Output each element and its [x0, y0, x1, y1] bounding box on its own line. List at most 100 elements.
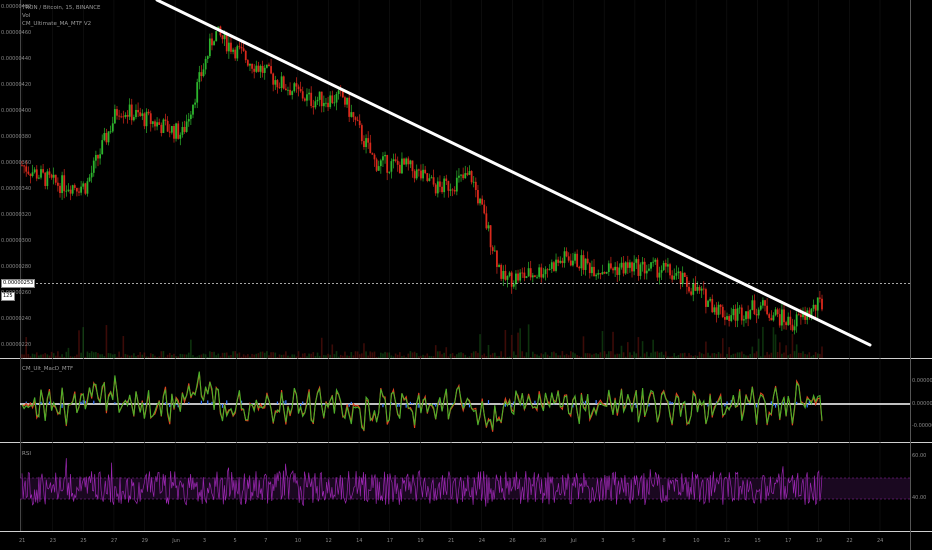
candle-body [755, 314, 758, 316]
candle-body [316, 99, 319, 102]
volume-bar [559, 355, 562, 358]
volume-bar [377, 356, 380, 358]
indicator-label: CM_Ultimate_MA_MTF V2 [22, 21, 92, 27]
volume-bar [97, 353, 99, 358]
candle-body [700, 288, 703, 291]
macd-histogram-bar [59, 403, 61, 404]
candle-body [246, 60, 249, 66]
candle-body [705, 289, 707, 307]
volume-bar [40, 354, 42, 358]
volume-bar [475, 351, 477, 358]
volume-bar [327, 353, 329, 358]
candle-body [23, 165, 26, 167]
volume-bar [795, 344, 798, 358]
time-tick-label: Jul [570, 538, 577, 544]
candle-body [50, 174, 53, 178]
volume-bar [411, 352, 414, 358]
macd-histogram-bar [584, 400, 587, 404]
volume-bar [422, 354, 424, 358]
candle-body [221, 35, 224, 40]
volume-bar [601, 331, 604, 358]
volume-bar [162, 351, 165, 358]
candle-body [413, 171, 416, 179]
candle-body [120, 116, 123, 118]
volume-bar [198, 355, 201, 358]
volume-bar [730, 355, 733, 358]
volume-bar [441, 354, 443, 358]
macd-histogram-bar [207, 400, 209, 404]
volume-bar [622, 352, 625, 358]
volume-bar [152, 354, 154, 358]
macd-histogram-bar [409, 401, 411, 404]
candle-body [783, 309, 785, 323]
volume-bar [713, 352, 716, 358]
volume-bar [529, 356, 532, 358]
volume-bar [648, 356, 650, 358]
volume-bar [717, 352, 720, 358]
volume-bar [675, 356, 678, 358]
volume-bar [700, 353, 703, 358]
candle-body [601, 272, 604, 275]
volume-bar [352, 355, 355, 358]
volume-bar [236, 353, 239, 358]
volume-bar [456, 354, 458, 358]
time-tick-label: 22 [846, 538, 853, 544]
volume-bar [778, 342, 781, 358]
volume-bar [375, 356, 378, 358]
candle-body [175, 123, 177, 139]
volume-bar [268, 355, 270, 358]
volume-bar [240, 356, 243, 358]
volume-bar [61, 354, 63, 358]
macd-pane [20, 371, 910, 432]
volume-bar [403, 355, 405, 358]
candle-body [59, 185, 61, 194]
candle-body [728, 316, 731, 321]
candle-body [185, 121, 188, 132]
candle-body [639, 264, 642, 276]
candle-body [610, 263, 612, 269]
volume-bar [52, 353, 55, 358]
volume-bar [384, 351, 386, 358]
candle-body [544, 269, 547, 275]
volume-bar [546, 354, 549, 358]
price-tick-label: 0.00000260 [1, 289, 32, 296]
volume-bar [506, 356, 509, 358]
macd-legend: CM_Ult_MacD_MTF [22, 366, 74, 372]
candle-body [194, 102, 196, 105]
candle-body [331, 95, 334, 103]
rsi-tick-label: 40.00 [912, 495, 927, 501]
volume-bar [635, 353, 638, 358]
volume-bar [202, 353, 205, 358]
volume-bar [690, 355, 692, 358]
volume-bar [299, 356, 302, 358]
candle-body [337, 90, 340, 95]
volume-bar [776, 351, 779, 358]
volume-bar [477, 352, 479, 358]
macd-histogram-bar [143, 402, 146, 404]
volume-bar [111, 354, 114, 358]
candle-body [688, 286, 690, 292]
downtrend-line[interactable] [155, 0, 872, 347]
volume-bar [683, 352, 686, 358]
candle-body [306, 94, 308, 101]
volume-bar [453, 355, 456, 358]
candle-body [631, 262, 633, 272]
macd-histogram-bar [200, 400, 203, 404]
candle-body [154, 121, 156, 127]
volume-bar [344, 351, 346, 358]
volume-bar [633, 351, 635, 358]
volume-label: Vol [22, 13, 31, 19]
candle-body [574, 253, 576, 261]
volume-bar [762, 326, 764, 358]
candle-body [147, 111, 150, 114]
volume-bar [143, 352, 146, 358]
volume-bar [342, 355, 344, 358]
macd-histogram-bar [390, 402, 392, 404]
volume-bar [105, 325, 108, 358]
candle-body [620, 262, 623, 268]
volume-bar [812, 354, 815, 358]
volume-bar [688, 353, 690, 358]
macd-histogram-bar [796, 401, 798, 404]
volume-bar [312, 352, 315, 358]
